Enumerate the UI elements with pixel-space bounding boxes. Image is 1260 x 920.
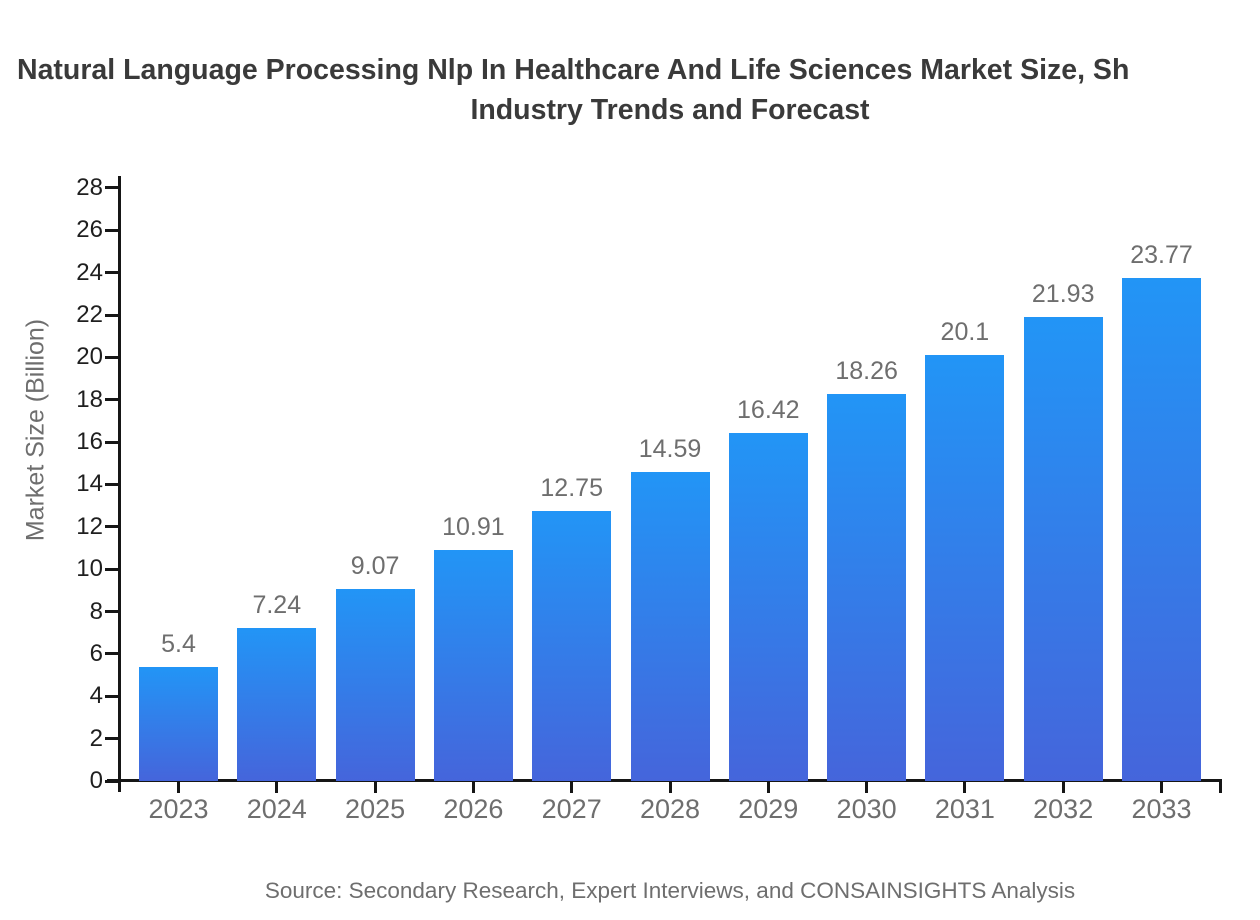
y-tick-mark (105, 271, 118, 275)
y-tick-mark (105, 737, 118, 741)
bar-2029 (728, 433, 808, 781)
y-tick-mark (105, 525, 118, 529)
y-tick-label: 12 (76, 512, 103, 540)
y-axis-line (118, 176, 121, 792)
bar-value-label-2027: 12.75 (540, 473, 603, 502)
bar-2023 (139, 666, 218, 781)
bar-2033 (1122, 277, 1201, 781)
y-tick-label: 4 (89, 682, 103, 710)
bar-2028 (630, 471, 710, 781)
chart-title-line2: Industry Trends and Forecast (470, 94, 870, 126)
x-tick-mark (275, 782, 279, 793)
y-tick-mark (105, 440, 118, 444)
y-tick-mark (105, 567, 118, 571)
bar-2031 (925, 355, 1005, 781)
y-tick-label: 22 (76, 301, 103, 329)
y-tick-label: 24 (76, 258, 103, 286)
bar-2030 (827, 394, 907, 781)
y-tick-label: 28 (76, 173, 103, 201)
x-tick-mark (963, 782, 967, 793)
x-tick-mark (668, 782, 672, 793)
bar-value-label-2033: 23.77 (1130, 240, 1193, 269)
x-tick-mark (1061, 782, 1065, 793)
y-tick-label: 0 (89, 767, 103, 794)
bar-value-label-2024: 7.24 (252, 590, 302, 619)
bar-value-label-2025: 9.07 (350, 551, 400, 580)
y-tick-label: 6 (89, 639, 103, 667)
x-tick-mark (766, 782, 770, 793)
x-axis-end-tick (1219, 782, 1222, 793)
y-tick-label: 8 (89, 597, 103, 625)
y-tick-mark (105, 398, 118, 402)
bar-2026 (433, 549, 513, 781)
bar-2027 (532, 510, 612, 781)
bar-value-label-2023: 5.4 (161, 629, 196, 658)
x-tick-label-2030: 2030 (836, 794, 897, 824)
y-tick-label: 14 (76, 470, 103, 498)
x-tick-mark (177, 782, 180, 793)
bar-2025 (335, 588, 415, 781)
y-tick-mark (105, 610, 118, 614)
y-tick-mark (105, 694, 118, 698)
y-tick-label: 10 (76, 555, 103, 583)
y-tick-mark (105, 652, 118, 656)
x-tick-label-2028: 2028 (639, 794, 701, 824)
y-tick-mark (105, 355, 118, 359)
x-tick-label-2023: 2023 (148, 794, 209, 824)
y-tick-mark (105, 482, 118, 486)
y-tick-label: 2 (89, 724, 103, 752)
bar-value-label-2028: 14.59 (638, 434, 702, 463)
x-tick-label-2027: 2027 (541, 794, 602, 824)
bar-2032 (1023, 316, 1103, 781)
x-tick-mark (865, 782, 869, 793)
y-tick-label: 16 (76, 428, 103, 456)
y-tick-mark (105, 228, 118, 232)
source-note: Source: Secondary Research, Expert Inter… (264, 878, 1076, 903)
y-tick-label: 18 (76, 385, 103, 413)
x-tick-label-2029: 2029 (738, 794, 799, 824)
x-tick-label-2024: 2024 (246, 794, 307, 824)
x-tick-label-2026: 2026 (443, 794, 504, 824)
x-tick-mark (373, 782, 377, 793)
x-tick-label-2033: 2033 (1131, 794, 1192, 824)
x-tick-mark (570, 782, 574, 793)
bar-2024 (237, 627, 317, 781)
x-tick-label-2031: 2031 (934, 794, 995, 824)
bar-value-label-2032: 21.93 (1031, 279, 1095, 308)
x-tick-mark (471, 782, 475, 793)
chart-title-line1: Natural Language Processing Nlp In Healt… (17, 54, 1130, 86)
y-tick-mark (105, 313, 118, 317)
bar-value-label-2029: 16.42 (737, 396, 800, 425)
y-tick-label: 26 (76, 216, 103, 244)
bar-value-label-2026: 10.91 (442, 512, 505, 541)
y-tick-mark (105, 779, 118, 783)
x-tick-label-2032: 2032 (1033, 794, 1094, 824)
x-tick-mark (1160, 782, 1163, 793)
bar-value-label-2031: 20.1 (940, 318, 990, 347)
x-tick-label-2025: 2025 (345, 794, 406, 824)
bar-value-label-2030: 18.26 (835, 357, 898, 386)
y-tick-label: 20 (76, 343, 103, 371)
y-tick-mark (105, 186, 118, 190)
